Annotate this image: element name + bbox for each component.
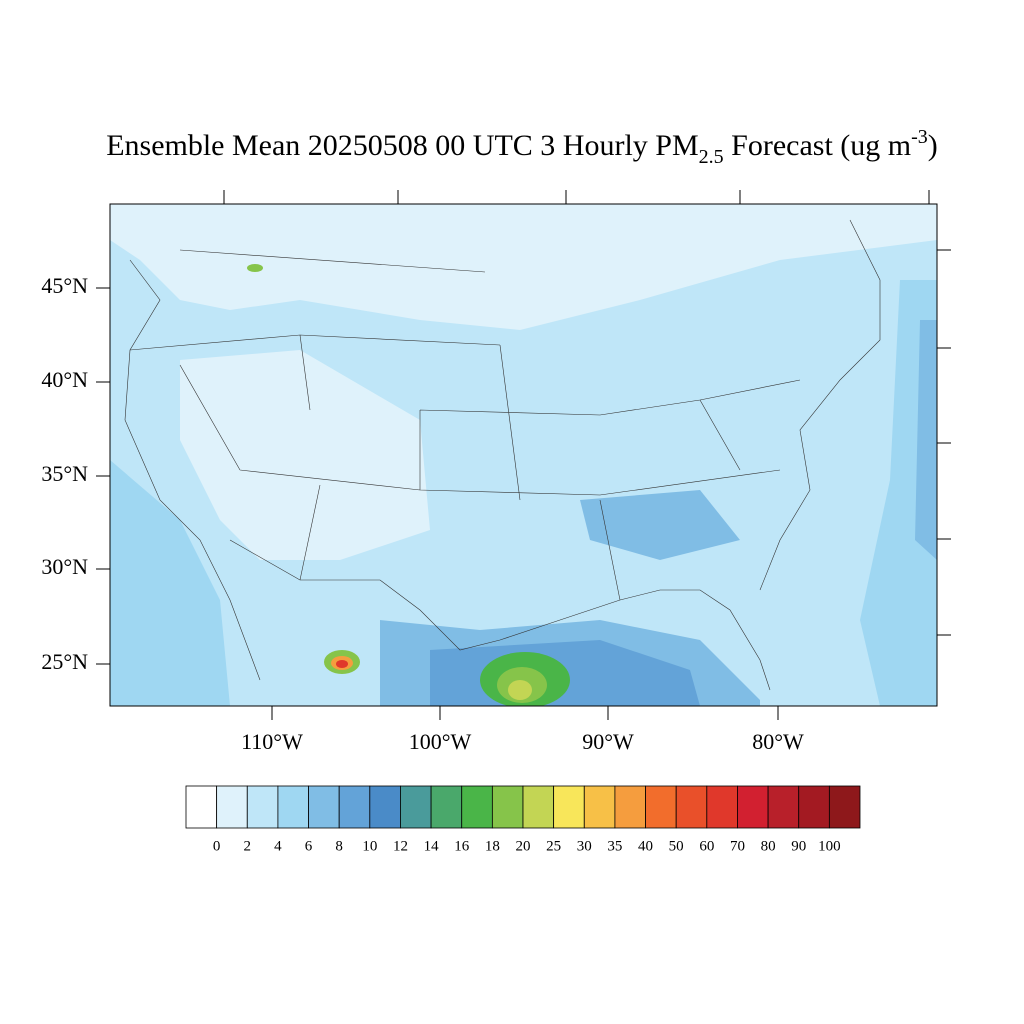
plume bbox=[247, 264, 263, 272]
colorbar-swatch bbox=[185, 785, 218, 829]
colorbar-swatch bbox=[308, 785, 340, 829]
colorbar-label: 40 bbox=[638, 838, 653, 854]
colorbar-label: 2 bbox=[244, 838, 252, 854]
plume bbox=[336, 660, 348, 668]
colorbar-swatch bbox=[216, 785, 248, 829]
lat-label: 45°N bbox=[41, 273, 88, 298]
colorbar-label: 12 bbox=[393, 838, 408, 854]
colorbar-swatch bbox=[737, 785, 769, 829]
colorbar-label: 14 bbox=[424, 838, 440, 854]
colorbar-label: 25 bbox=[546, 838, 561, 854]
colorbar-label: 60 bbox=[699, 838, 714, 854]
colorbar-label: 50 bbox=[669, 838, 684, 854]
colorbar-swatch bbox=[277, 785, 309, 829]
colorbar-swatch bbox=[430, 785, 463, 829]
colorbar-swatch bbox=[614, 785, 646, 829]
field-low bbox=[110, 204, 937, 330]
colorbar-swatch bbox=[767, 785, 800, 829]
lon-label: 80°W bbox=[752, 729, 804, 754]
field-high bbox=[580, 490, 740, 560]
plume bbox=[508, 680, 532, 700]
colorbar-swatch bbox=[491, 785, 524, 829]
lon-label: 110°W bbox=[241, 729, 303, 754]
colorbar-label: 80 bbox=[761, 838, 776, 854]
colorbar-label: 70 bbox=[730, 838, 745, 854]
lat-label: 25°N bbox=[41, 649, 88, 674]
colorbar-label: 0 bbox=[213, 838, 221, 854]
colorbar-label: 16 bbox=[454, 838, 470, 854]
lon-label: 90°W bbox=[582, 729, 634, 754]
coastline bbox=[124, 219, 881, 691]
colorbar-label: 8 bbox=[335, 838, 343, 854]
colorbar-swatch bbox=[522, 785, 555, 829]
colorbar-swatch bbox=[798, 785, 830, 829]
colorbar-swatch bbox=[675, 785, 708, 829]
title-middle: Forecast (ug m bbox=[724, 129, 911, 162]
colorbar-swatch bbox=[461, 785, 493, 829]
map: 45°N 40°N 35°N 30°N 25°N 110°W 100°W 90°… bbox=[41, 190, 951, 754]
frame-ticks bbox=[96, 190, 951, 720]
colorbar-swatch bbox=[400, 785, 432, 829]
field-mid bbox=[110, 460, 230, 706]
colorbar-label: 4 bbox=[274, 838, 282, 854]
colorbar-label: 10 bbox=[362, 838, 377, 854]
colorbar-label: 90 bbox=[791, 838, 806, 854]
title-end: ) bbox=[928, 129, 938, 162]
lat-label: 40°N bbox=[41, 367, 88, 392]
field-low bbox=[180, 350, 430, 560]
field-mid bbox=[860, 280, 937, 706]
colorbar-label: 6 bbox=[305, 838, 313, 854]
lon-label: 100°W bbox=[409, 729, 472, 754]
colorbar-swatch bbox=[553, 785, 585, 829]
colorbar-label: 100 bbox=[818, 838, 841, 854]
colorbar-swatch bbox=[645, 785, 677, 829]
colorbar-swatch bbox=[706, 785, 738, 829]
map-frame bbox=[109, 203, 938, 707]
field-high bbox=[915, 320, 937, 560]
title-subscript: 2.5 bbox=[699, 146, 724, 168]
colorbar-swatch bbox=[583, 785, 616, 829]
colorbar-swatch bbox=[828, 785, 861, 829]
colorbar: 0 2 4 6 8 10 12 14 16 18 20 25 30 35 40 50 60 70 80 90 100 bbox=[185, 785, 861, 854]
title: Ensemble Mean 20250508 00 UTC 3 Hourly P… bbox=[106, 126, 938, 168]
colorbar-swatch bbox=[369, 785, 401, 829]
state-boundaries bbox=[129, 249, 801, 601]
colorbar-label: 20 bbox=[516, 838, 531, 854]
title-superscript: -3 bbox=[911, 126, 928, 148]
lat-label: 35°N bbox=[41, 461, 88, 486]
colorbar-label: 18 bbox=[485, 838, 500, 854]
colorbar-label: 30 bbox=[577, 838, 592, 854]
colorbar-swatch bbox=[246, 785, 279, 829]
lat-label: 30°N bbox=[41, 554, 88, 579]
title-main: Ensemble Mean 20250508 00 UTC 3 Hourly P… bbox=[106, 129, 698, 162]
colorbar-swatch bbox=[338, 785, 371, 829]
colorbar-label: 35 bbox=[607, 838, 622, 854]
